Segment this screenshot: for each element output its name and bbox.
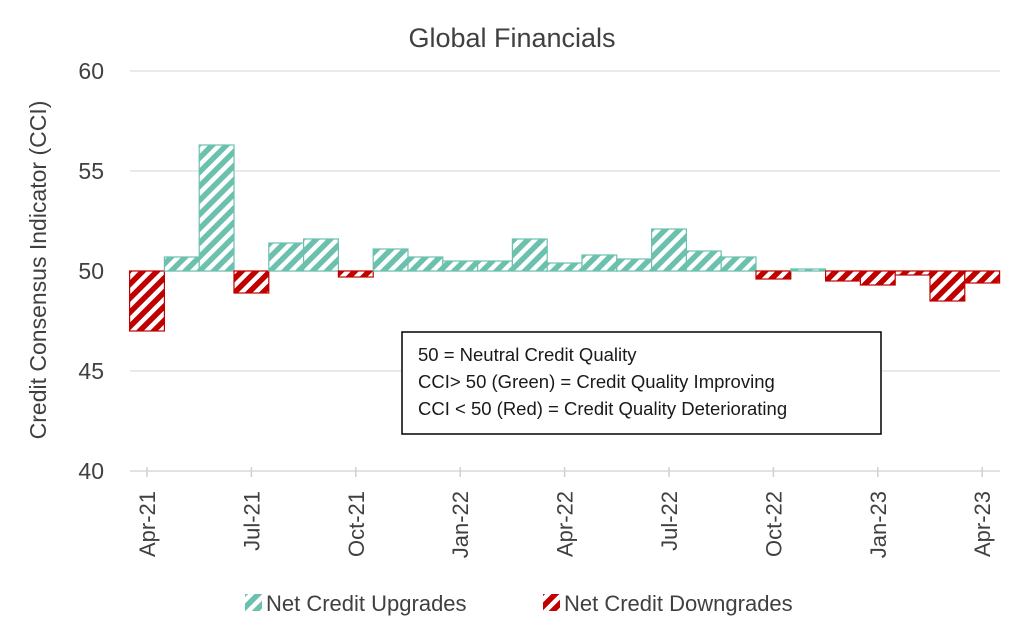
bars bbox=[129, 144, 1001, 332]
bar-downgrade bbox=[929, 270, 966, 302]
x-tick-marks bbox=[146, 467, 983, 477]
y-tick-label: 45 bbox=[78, 358, 104, 384]
bar-downgrade bbox=[337, 270, 374, 278]
annotation-box: 50 = Neutral Credit Quality CCI> 50 (Gre… bbox=[401, 331, 882, 435]
annotation-frame bbox=[401, 331, 882, 435]
annotation-line-2: CCI> 50 (Green) = Credit Quality Improvi… bbox=[418, 371, 775, 392]
bar-downgrade bbox=[129, 270, 166, 332]
x-tick-label: Jul-21 bbox=[239, 491, 264, 551]
bar-upgrade bbox=[650, 228, 687, 272]
legend-swatch-downgrades bbox=[543, 594, 560, 611]
bar-downgrade bbox=[964, 270, 1001, 284]
bar-upgrade bbox=[616, 258, 653, 272]
legend: Net Credit Upgrades Net Credit Downgrade… bbox=[245, 591, 793, 616]
bar-downgrade bbox=[824, 270, 861, 282]
bar-downgrade bbox=[755, 270, 792, 280]
bar-downgrade bbox=[859, 270, 896, 286]
bar-upgrade bbox=[372, 248, 409, 272]
bar-upgrade bbox=[442, 260, 479, 272]
x-tick-labels: Apr-21 Jul-21 Oct-21 Jan-22 Apr-22 Jul-22 Oct-… bbox=[135, 491, 995, 558]
bar-downgrade bbox=[233, 270, 270, 294]
legend-swatch-upgrades bbox=[245, 594, 262, 611]
x-tick-label: Apr-21 bbox=[135, 491, 160, 557]
annotation-line-3: CCI < 50 (Red) = Credit Quality Deterior… bbox=[418, 398, 787, 419]
x-tick-label: Apr-22 bbox=[553, 491, 578, 557]
x-tick-label: Jul-22 bbox=[657, 491, 682, 551]
gridlines bbox=[130, 70, 1000, 372]
bar-upgrade bbox=[685, 250, 722, 272]
x-tick-label: Jan-23 bbox=[866, 491, 891, 558]
x-tick-label: Oct-22 bbox=[761, 491, 786, 557]
x-tick-label: Oct-21 bbox=[344, 491, 369, 557]
y-tick-label: 60 bbox=[78, 58, 104, 84]
annotation-line-1: 50 = Neutral Credit Quality bbox=[418, 344, 637, 365]
legend-label-downgrades: Net Credit Downgrades bbox=[564, 591, 793, 616]
bar-downgrade bbox=[894, 270, 931, 276]
y-tick-label: 55 bbox=[78, 158, 104, 184]
bar-upgrade bbox=[163, 256, 200, 272]
bar-upgrade bbox=[720, 256, 757, 272]
bar-upgrade bbox=[198, 144, 235, 272]
bar-upgrade bbox=[477, 260, 514, 272]
bar-upgrade bbox=[546, 262, 583, 272]
bar-upgrade bbox=[303, 238, 340, 272]
bar-upgrade bbox=[407, 256, 444, 272]
y-tick-labels: 40 45 50 55 60 bbox=[78, 58, 104, 484]
legend-label-upgrades: Net Credit Upgrades bbox=[266, 591, 467, 616]
y-axis-label: Credit Consensus Indicator (CCI) bbox=[25, 101, 51, 440]
bar-upgrade bbox=[511, 238, 548, 272]
bar-upgrade bbox=[581, 254, 618, 272]
bar-upgrade bbox=[268, 242, 305, 272]
chart-title: Global Financials bbox=[408, 23, 615, 53]
x-tick-label: Jan-22 bbox=[448, 491, 473, 558]
bar-upgrade bbox=[790, 268, 827, 272]
y-tick-label: 50 bbox=[78, 258, 104, 284]
y-tick-label: 40 bbox=[78, 458, 104, 484]
x-tick-label: Apr-23 bbox=[970, 491, 995, 557]
